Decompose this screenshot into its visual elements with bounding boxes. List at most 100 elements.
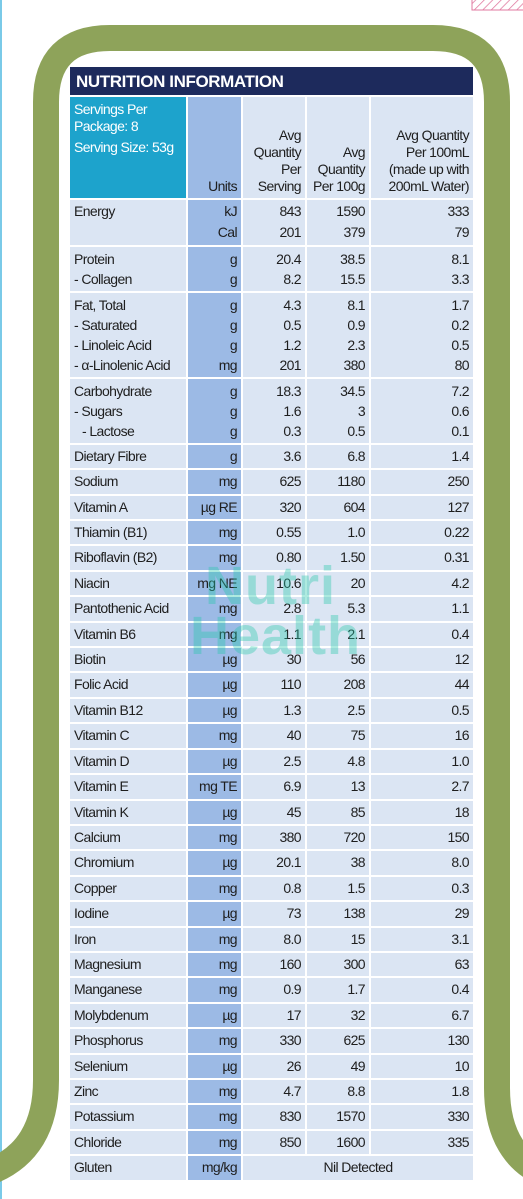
header-row: Servings Per Package: 8 Serving Size: 53… bbox=[70, 97, 473, 200]
per-100ml-cell: 1.4 bbox=[371, 444, 473, 471]
per-100g-cell: 6.8 bbox=[307, 444, 371, 471]
per-100ml: 250 bbox=[447, 473, 469, 490]
per-100g: 49 bbox=[350, 1057, 366, 1074]
value-cell: Nil Detected bbox=[243, 1156, 473, 1182]
unit-cell: mg bbox=[188, 927, 243, 953]
per-100g-cell: 1600 bbox=[307, 1130, 371, 1157]
per-serving: 830 bbox=[279, 1108, 301, 1125]
nutrient-row: Zinc mg 4.7 8.8 1.8 bbox=[70, 1079, 473, 1106]
per-100ml: 1.4 bbox=[451, 447, 469, 464]
per-100g: 379 bbox=[343, 224, 365, 241]
nutrient-name: Phosphorus bbox=[74, 1032, 143, 1049]
per-serving: 3.6 bbox=[283, 447, 301, 464]
per-100ml-cell: 3.1 bbox=[371, 927, 473, 953]
per-serving-cell: 850 bbox=[243, 1130, 307, 1157]
per-100g: 34.5 bbox=[340, 382, 365, 399]
nutrient-row: Magnesium mg 160 300 63 bbox=[70, 952, 473, 979]
per-serving-cell: 330 bbox=[243, 1029, 307, 1055]
per-serving: 45 bbox=[286, 803, 302, 820]
nutrient-row: Calcium mg 380 720 150 bbox=[70, 825, 473, 852]
unit: µg bbox=[222, 701, 237, 718]
nutrient-name-cell: Manganese bbox=[70, 978, 188, 1004]
nutrient-name: Iodine bbox=[74, 905, 109, 922]
nutrient-name-cell: Magnesium bbox=[70, 952, 188, 979]
unit-cell: mg/kg bbox=[188, 1156, 243, 1182]
unit: µg bbox=[222, 854, 237, 871]
nutrient-name: Chromium bbox=[74, 854, 134, 871]
per-100ml: 8.0 bbox=[451, 854, 469, 871]
nutrient-name-cell: Vitamin C bbox=[70, 724, 188, 750]
per-100g-cell: 15 bbox=[307, 927, 371, 953]
unit: mg/kg bbox=[201, 1159, 238, 1176]
corner-mark bbox=[471, 0, 523, 11]
per-100g: 38.5 bbox=[340, 250, 365, 267]
unit: g bbox=[229, 270, 238, 287]
per-100ml: 0.5 bbox=[451, 701, 469, 718]
unit-cell: mg bbox=[188, 876, 243, 903]
nutrient-name-cell: Potassium bbox=[70, 1105, 188, 1131]
per-100g-cell: 49 bbox=[307, 1054, 371, 1080]
nutrient-name-cell: Thiamin (B1) bbox=[70, 521, 188, 547]
per-100ml-cell: 150 bbox=[371, 825, 473, 852]
nutrient-name: - Linoleic Acid bbox=[74, 336, 152, 353]
per-100g: 380 bbox=[343, 356, 365, 373]
per-100g: 15.5 bbox=[340, 270, 365, 287]
per-100ml: 0.3 bbox=[451, 879, 469, 896]
per-100g-cell: 4.8 bbox=[307, 749, 371, 776]
per-100g-cell: 34.5 3 0.5 bbox=[307, 378, 371, 445]
unit-cell: µg bbox=[188, 800, 243, 826]
unit-cell: µg bbox=[188, 648, 243, 674]
per-serving: 160 bbox=[279, 955, 301, 972]
unit-cell: mg bbox=[188, 521, 243, 547]
per-100ml: 3.3 bbox=[451, 270, 469, 287]
header-cell: Avg Quantity Per 100g bbox=[307, 97, 371, 200]
per-serving: 18.3 bbox=[276, 382, 301, 399]
per-100ml-cell: 250 bbox=[371, 470, 473, 496]
unit: mg bbox=[218, 356, 238, 373]
per-serving-cell: 2.5 bbox=[243, 749, 307, 776]
unit: µg bbox=[222, 905, 237, 922]
per-serving-cell: 73 bbox=[243, 902, 307, 928]
per-100g: 13 bbox=[350, 778, 366, 795]
per-100ml-cell: 44 bbox=[371, 673, 473, 699]
per-serving-cell: 4.3 0.5 1.2 201 bbox=[243, 292, 307, 379]
unit-cell: mg bbox=[188, 622, 243, 649]
per-100g-cell: 720 bbox=[307, 825, 371, 852]
nutrient-name: Pantothenic Acid bbox=[74, 600, 169, 617]
unit: g bbox=[229, 250, 238, 267]
per-serving: 20.1 bbox=[276, 854, 301, 871]
per-serving-cell: 1.1 bbox=[243, 622, 307, 649]
nutrient-name: Gluten bbox=[74, 1159, 112, 1176]
unit: mg bbox=[218, 727, 238, 744]
nutrient-name-cell: Niacin bbox=[70, 571, 188, 598]
nutrient-name-cell: Vitamin D bbox=[70, 749, 188, 776]
per-serving: 1.6 bbox=[283, 402, 301, 419]
nutrient-name-cell: Calcium bbox=[70, 825, 188, 852]
nutrient-name-cell: Phosphorus bbox=[70, 1029, 188, 1055]
per-serving: 0.8 bbox=[283, 879, 301, 896]
nutrient-row: Vitamin B12 µg 1.3 2.5 0.5 bbox=[70, 698, 473, 725]
nutrient-name: Vitamin D bbox=[74, 752, 130, 769]
per-100ml-cell: 2.7 bbox=[371, 775, 473, 801]
per-serving: 4.7 bbox=[283, 1082, 301, 1099]
per-100g-cell: 2.1 bbox=[307, 622, 371, 649]
per-100ml-cell: 1.1 bbox=[371, 597, 473, 623]
nutrient-name-cell: Chromium bbox=[70, 851, 188, 877]
per-100g-cell: 75 bbox=[307, 724, 371, 750]
unit: µg bbox=[222, 651, 237, 668]
per-serving-cell: 0.80 bbox=[243, 546, 307, 572]
per-serving: 10.6 bbox=[276, 574, 301, 591]
unit-cell: µg bbox=[188, 698, 243, 725]
nutrient-name-cell: Vitamin K bbox=[70, 800, 188, 826]
unit: g bbox=[229, 447, 238, 464]
header-cell: Avg Quantity Per 100mL (made up with 200… bbox=[371, 97, 473, 200]
per-100g-cell: 208 bbox=[307, 673, 371, 699]
per-100ml: 4.2 bbox=[451, 574, 469, 591]
unit-cell: mg NE bbox=[188, 571, 243, 598]
per-100ml: 16 bbox=[454, 727, 470, 744]
nutrient-name-cell: Copper bbox=[70, 876, 188, 903]
per-serving: 2.8 bbox=[283, 600, 301, 617]
per-serving-cell: 320 bbox=[243, 495, 307, 522]
